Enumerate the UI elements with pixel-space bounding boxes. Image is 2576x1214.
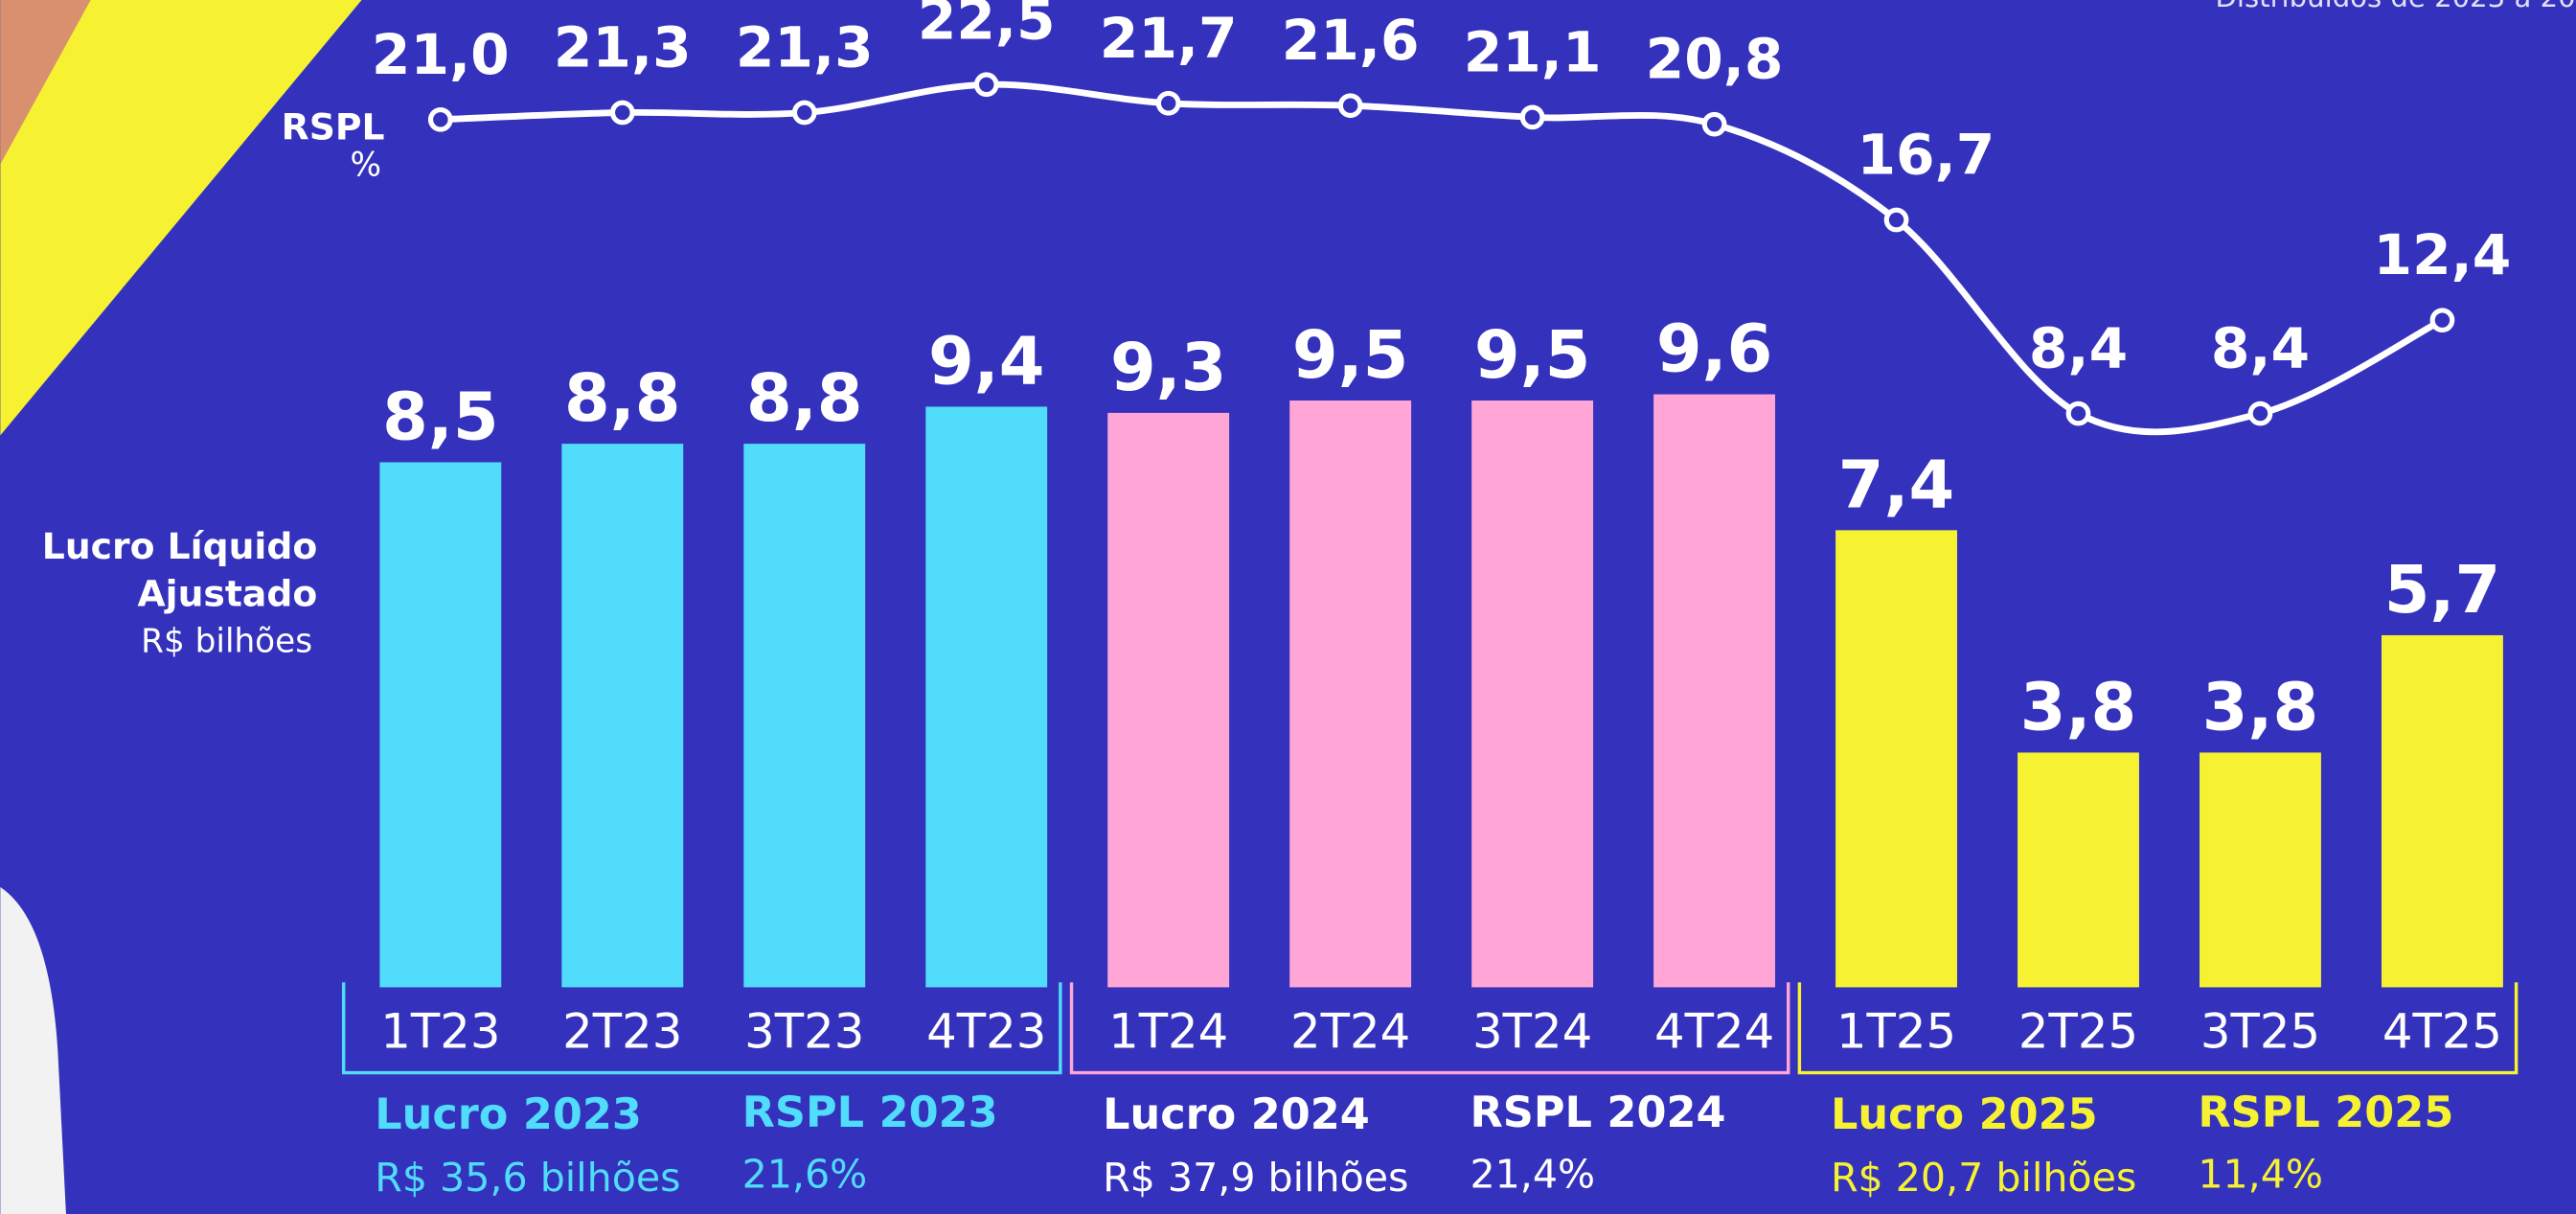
data-label: 8,8 — [746, 360, 862, 437]
bar — [1289, 401, 1411, 987]
data-label: 21,1 — [1464, 19, 1602, 84]
subtitle: Distribuídos de 2023 a 20 — [2215, 0, 2575, 13]
rspl-point — [976, 75, 996, 95]
x-tick-label: 2T23 — [562, 1004, 682, 1060]
data-label: 9,5 — [1474, 317, 1590, 394]
bar — [1471, 401, 1593, 987]
x-tick-label: 3T23 — [744, 1004, 864, 1060]
x-tick-label: 2T24 — [1290, 1004, 1410, 1060]
page: {"chart_data": { "type": "bar", "subtitl… — [0, 0, 2576, 1214]
y2-label: RSPL — [282, 106, 385, 149]
bar — [379, 462, 501, 987]
data-label: 16,7 — [1858, 122, 1995, 187]
rspl-point — [431, 110, 451, 130]
data-label: 8,8 — [564, 360, 680, 437]
summary-value: 21,6% — [742, 1152, 868, 1198]
chart: Distribuídos de 2023 a 20 RSPL % Lucro L… — [0, 0, 2576, 1214]
y-label: Ajustado — [137, 573, 317, 615]
summary-value: 11,4% — [2198, 1152, 2323, 1198]
x-tick-label: 1T25 — [1836, 1004, 1956, 1060]
rspl-point — [1158, 93, 1178, 113]
data-label: 5,7 — [2384, 552, 2500, 629]
data-label: 8,4 — [2029, 316, 2128, 381]
x-tick-label: 4T24 — [1654, 1004, 1774, 1060]
data-label: 9,3 — [1110, 330, 1226, 406]
bar — [2017, 752, 2139, 987]
bar — [1653, 395, 1775, 988]
rspl-point — [2068, 403, 2088, 424]
x-tick-label: 1T23 — [380, 1004, 500, 1060]
summary-label: Lucro 2023 — [375, 1089, 642, 1139]
x-tick-label: 1T24 — [1108, 1004, 1228, 1060]
x-tick-label: 3T25 — [2200, 1004, 2320, 1060]
x-tick-label: 4T25 — [2382, 1004, 2502, 1060]
y2-unit: % — [351, 146, 382, 184]
rspl-point — [1704, 114, 1724, 134]
x-tick-label: 3T24 — [1472, 1004, 1592, 1060]
bar — [925, 406, 1047, 987]
data-label: 7,4 — [1838, 447, 1954, 523]
y-unit: R$ bilhões — [141, 623, 312, 661]
rspl-point — [1340, 96, 1360, 116]
summary-label: RSPL 2023 — [742, 1088, 998, 1137]
data-label: 21,7 — [1100, 6, 1238, 71]
summary-value: R$ 35,6 bilhões — [375, 1155, 680, 1201]
y-label: Lucro Líquido — [42, 525, 317, 567]
bar — [743, 444, 865, 987]
summary-label: RSPL 2024 — [1470, 1088, 1725, 1137]
data-label: 3,8 — [2202, 669, 2318, 745]
data-label: 3,8 — [2020, 669, 2136, 745]
bar — [2382, 635, 2503, 987]
rspl-point — [1522, 107, 1542, 127]
data-label: 8,5 — [382, 378, 498, 455]
data-label: 20,8 — [1646, 27, 1784, 92]
summary-value: 21,4% — [1470, 1152, 1595, 1198]
x-tick-label: 2T25 — [2018, 1004, 2138, 1060]
data-label: 22,5 — [918, 0, 1056, 52]
rspl-point — [2432, 310, 2452, 331]
data-label: 9,6 — [1656, 311, 1772, 388]
data-label: 21,3 — [554, 15, 692, 80]
bar — [1835, 530, 1957, 987]
data-label: 12,4 — [2374, 222, 2512, 287]
summary-label: RSPL 2025 — [2198, 1088, 2453, 1137]
bar — [561, 444, 683, 987]
data-label: 21,6 — [1282, 8, 1420, 73]
rspl-point — [2250, 403, 2270, 424]
data-label: 9,5 — [1292, 317, 1408, 394]
summary-value: R$ 37,9 bilhões — [1103, 1155, 1408, 1201]
bar — [2200, 752, 2321, 987]
x-tick-label: 4T23 — [926, 1004, 1046, 1060]
bar — [1107, 413, 1229, 988]
data-label: 9,4 — [928, 323, 1044, 400]
summary-label: Lucro 2024 — [1103, 1089, 1370, 1139]
summary-label: Lucro 2025 — [1831, 1089, 2098, 1139]
data-label: 21,3 — [736, 15, 874, 80]
rspl-point — [794, 103, 814, 123]
rspl-point — [613, 103, 633, 123]
summary-value: R$ 20,7 bilhões — [1831, 1155, 2136, 1201]
data-label: 21,0 — [372, 22, 510, 87]
data-label: 8,4 — [2211, 316, 2310, 381]
rspl-point — [1886, 210, 1906, 230]
